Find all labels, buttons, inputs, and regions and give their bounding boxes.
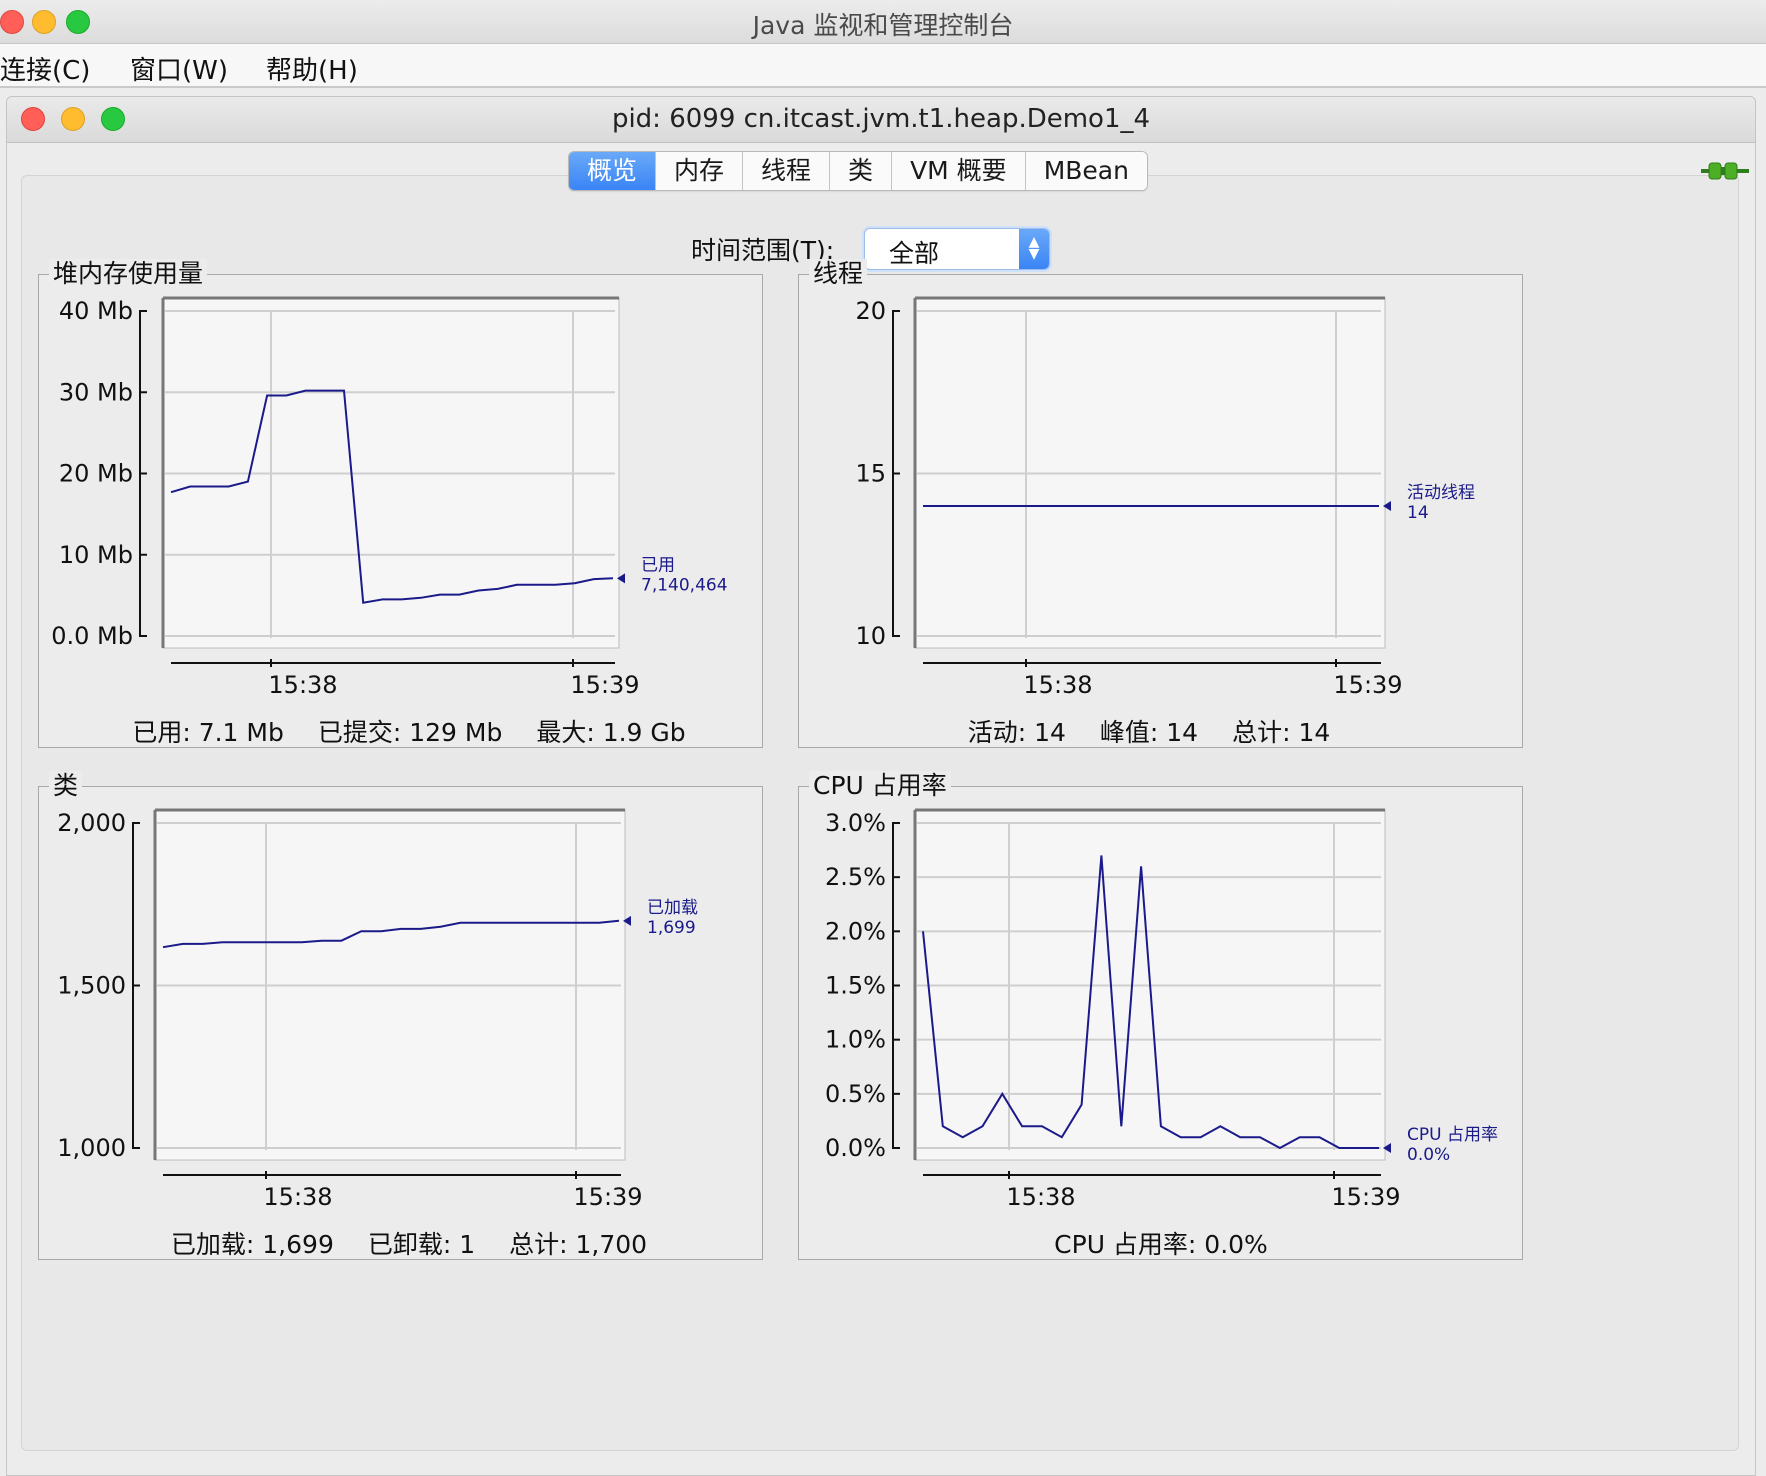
app-title: Java 监视和管理控制台 — [752, 11, 1014, 40]
legend-value: 14 — [1407, 503, 1429, 523]
threads-panel: 线程 10 15 20 15:38 15:39 活动线程 14 活动: 14 峰值: 14 总计:… — [798, 259, 1523, 748]
close-connection-button[interactable] — [21, 107, 45, 131]
x-tick-label: 15:39 — [1333, 671, 1402, 699]
y-tick-label: 30 Mb — [59, 378, 133, 406]
connection-status-icon[interactable] — [1701, 159, 1749, 183]
footer-value: 已用: 7.1 Mb — [132, 718, 284, 747]
heap-panel-title: 堆内存使用量 — [49, 259, 208, 289]
series-line — [922, 855, 1379, 1150]
time-range-select[interactable]: 全部 ▲ ▼ — [864, 228, 1050, 270]
tab-bar: 概览 内存 线程 类 VM 概要 MBean — [568, 151, 1148, 191]
x-tick-label: 15:38 — [263, 1183, 332, 1211]
zoom-connection-button[interactable] — [101, 107, 125, 131]
legend-marker — [617, 573, 625, 584]
heap-memory-panel: 堆内存使用量 0.0 Mb 10 Mb 20 Mb 30 Mb 40 Mb 15:38 15… — [38, 259, 763, 748]
x-tick-label: 15:39 — [570, 671, 639, 699]
x-tick-label: 15:39 — [573, 1183, 642, 1211]
classes-panel-title: 类 — [49, 771, 83, 801]
y-tick-label: 20 — [855, 297, 886, 325]
y-tick-label: 3.0% — [825, 809, 886, 837]
close-window-button[interactable] — [0, 10, 24, 34]
time-range-value: 全部 — [889, 239, 940, 268]
threads-panel-title: 线程 — [809, 259, 868, 289]
footer-value: CPU 占用率: 0.0% — [1054, 1230, 1268, 1259]
y-tick-label: 10 Mb — [59, 541, 133, 569]
legend-value: 1,699 — [647, 918, 696, 938]
y-tick-label: 0.0% — [825, 1134, 886, 1162]
y-tick-label: 0.5% — [825, 1080, 886, 1108]
heap-chart: 0.0 Mb 10 Mb 20 Mb 30 Mb 40 Mb 15:38 15:39 已用7,… — [51, 296, 728, 747]
legend-name: 已加载 — [647, 898, 698, 918]
footer-value: 最大: 1.9 Gb — [536, 718, 685, 747]
zoom-window-button[interactable] — [66, 10, 90, 34]
tab-memory[interactable]: 内存 — [656, 152, 744, 190]
y-tick-label: 40 Mb — [59, 297, 133, 325]
cpu-panel: CPU 占用率 0.0% 0.5% 1.0% 1.5% 2.0% 2.5% 3.0% 15:3… — [798, 771, 1523, 1260]
x-tick-label: 15:38 — [268, 671, 337, 699]
footer-value: 已卸载: 1 — [368, 1230, 475, 1259]
classes-panel: 类 1,000 1,500 2,000 15:38 15:39 已加载 1,699 已加载: … — [38, 771, 763, 1260]
y-tick-label: 10 — [855, 622, 886, 650]
legend-marker — [1383, 1143, 1391, 1153]
y-tick-label: 1,000 — [57, 1134, 126, 1162]
footer-value: 活动: 14 — [968, 718, 1066, 747]
footer-value: 总计: 1,700 — [509, 1230, 647, 1259]
x-tick-label: 15:39 — [1331, 1183, 1400, 1211]
menu-help[interactable]: 帮助(H) — [266, 56, 358, 86]
minimize-window-button[interactable] — [32, 10, 56, 34]
tab-overview[interactable]: 概览 — [569, 152, 657, 190]
cpu-panel-title: CPU 占用率 — [809, 771, 951, 801]
legend-value: 0.0% — [1407, 1145, 1450, 1165]
connection-title: pid: 6099 cn.itcast.jvm.t1.heap.Demo1_4 — [611, 104, 1151, 134]
footer-value: 峰值: 14 — [1100, 718, 1198, 747]
legend-marker — [1383, 501, 1391, 511]
y-tick-label: 20 Mb — [59, 460, 133, 488]
y-tick-label: 2.5% — [825, 863, 886, 891]
series-line — [162, 919, 620, 949]
footer-value: 总计: 14 — [1232, 718, 1330, 747]
x-tick-label: 15:38 — [1006, 1183, 1075, 1211]
y-tick-label: 2,000 — [57, 809, 126, 837]
connection-title-bar: pid: 6099 cn.itcast.jvm.t1.heap.Demo1_4 — [7, 97, 1755, 143]
tab-threads[interactable]: 线程 — [743, 152, 831, 190]
y-tick-label: 1,500 — [57, 972, 126, 1000]
series-line — [170, 389, 614, 604]
y-tick-label: 0.0 Mb — [51, 622, 133, 650]
app-title-bar: Java 监视和管理控制台 — [0, 0, 1766, 44]
menu-window[interactable]: 窗口(W) — [130, 56, 228, 86]
footer-value: 已提交: 129 Mb — [318, 718, 502, 747]
y-tick-label: 1.5% — [825, 972, 886, 1000]
minimize-connection-button[interactable] — [61, 107, 85, 131]
legend-value: 7,140,464 — [641, 575, 728, 595]
cpu-chart: 0.0% 0.5% 1.0% 1.5% 2.0% 2.5% 3.0% 15:38 15:39 CP… — [825, 808, 1498, 1259]
x-tick-label: 15:38 — [1023, 671, 1092, 699]
menu-connection[interactable]: 连接(C) — [0, 56, 91, 86]
footer-value: 已加载: 1,699 — [171, 1230, 334, 1259]
y-tick-label: 1.0% — [825, 1026, 886, 1054]
tab-vm-summary[interactable]: VM 概要 — [892, 152, 1026, 190]
y-tick-label: 2.0% — [825, 917, 886, 945]
select-stepper-icon: ▲ ▼ — [1019, 229, 1049, 269]
legend-name: CPU 占用率 — [1407, 1125, 1498, 1145]
menu-bar: 连接(C) 窗口(W) 帮助(H) — [0, 44, 1766, 88]
y-tick-label: 15 — [855, 460, 886, 488]
legend-marker — [623, 915, 631, 926]
connection-window: pid: 6099 cn.itcast.jvm.t1.heap.Demo1_4 … — [6, 96, 1756, 1476]
tab-mbean[interactable]: MBean — [1025, 152, 1147, 190]
tab-classes[interactable]: 类 — [830, 152, 893, 190]
legend-name: 活动线程 — [1407, 483, 1475, 503]
legend-name: 已用 — [641, 555, 675, 575]
